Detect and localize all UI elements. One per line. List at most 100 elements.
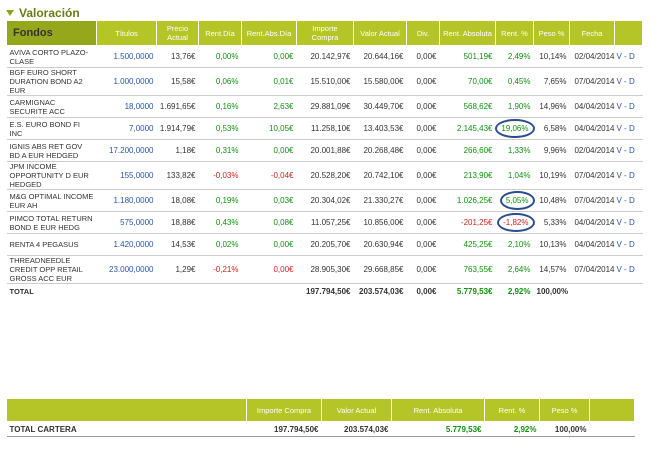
rent-pct: -1,82% <box>495 211 535 234</box>
rent-abs-dia: 10,05€ <box>241 117 297 140</box>
rent-pct: 1,33% <box>495 139 534 162</box>
header-fecha[interactable]: Fecha <box>569 20 615 46</box>
rent-absoluta: 266,60€ <box>439 139 496 162</box>
section-title-text: Valoración <box>19 6 80 20</box>
fund-name: PIMCO TOTAL RETURN BOND E EUR HEDG <box>6 211 97 234</box>
titulos-link[interactable]: 18,0000 <box>96 95 157 118</box>
importe-compra: 15.510,00€ <box>296 67 354 96</box>
valor-actual: 20.268,48€ <box>353 139 407 162</box>
vd-action-link[interactable]: V - D <box>614 189 643 212</box>
titulos-link[interactable]: 23.000,0000 <box>96 255 157 284</box>
titulos-link[interactable]: 1.500,0000 <box>96 45 157 68</box>
total-label: TOTAL <box>9 286 34 296</box>
rent-abs-dia: 0,00€ <box>241 45 297 68</box>
rent-dia: -0,21% <box>198 255 242 284</box>
dividendos: 0,00€ <box>406 255 440 284</box>
valor-actual: 13.403,53€ <box>353 117 407 140</box>
vd-action-link[interactable]: V - D <box>614 161 643 190</box>
summary-header-importe: Importe Compra <box>246 398 322 422</box>
rent-dia: -0,03% <box>198 161 242 190</box>
peso-pct: 14,57% <box>533 255 570 284</box>
header-titulos[interactable]: Títulos <box>96 20 157 46</box>
titulos-link[interactable]: 1.420,0000 <box>96 233 157 256</box>
peso-pct: 10,14% <box>533 45 570 68</box>
rent-dia: 0,31% <box>198 139 242 162</box>
rent-dia: 0,19% <box>198 189 242 212</box>
fecha: 07/04/2014 <box>569 67 615 96</box>
titulos-link[interactable]: 155,0000 <box>96 161 157 190</box>
vd-action-link[interactable]: V - D <box>614 255 643 284</box>
rent-absoluta: -201,25€ <box>439 211 496 234</box>
precio-actual: 18,08€ <box>156 189 199 212</box>
titulos-link[interactable]: 7,0000 <box>96 117 157 140</box>
header-precio[interactable]: Precio Actual <box>156 20 199 46</box>
titulos-link[interactable]: 1.180,0000 <box>96 189 157 212</box>
precio-actual: 133,82€ <box>156 161 199 190</box>
section-title: Valoración <box>6 6 80 20</box>
peso-pct: 10,48% <box>533 189 570 212</box>
header-importe[interactable]: Importe Compra <box>296 20 354 46</box>
fund-name: IGNIS ABS RET GOV BD A EUR HEDGED <box>6 139 97 162</box>
total-row: TOTAL 197.794,50€ 203.574,03€ 0,00€ 5.77… <box>7 284 643 299</box>
rent-pct: 2,10% <box>495 233 534 256</box>
vd-action-link[interactable]: V - D <box>614 233 643 256</box>
header-peso[interactable]: Peso % <box>533 20 570 46</box>
section-arrow-icon[interactable] <box>6 10 14 16</box>
titulos-link[interactable]: 17.200,0000 <box>96 139 157 162</box>
vd-action-link[interactable]: V - D <box>614 67 643 96</box>
header-valor[interactable]: Valor Actual <box>353 20 407 46</box>
valor-actual: 10.856,00€ <box>353 211 407 234</box>
vd-action-link[interactable]: V - D <box>614 45 643 68</box>
dividendos: 0,00€ <box>406 67 440 96</box>
peso-pct: 14,96% <box>533 95 570 118</box>
fund-name: JPM INCOME OPPORTUNITY D EUR HEDGED <box>6 161 97 190</box>
summary-peso: 100,00% <box>539 421 590 437</box>
header-rent-dia[interactable]: Rent.Día <box>198 20 242 46</box>
fecha: 04/04/2014 <box>569 233 615 256</box>
fund-name: CARMIGNAC SECURITE ACC <box>6 95 97 118</box>
rent-absoluta: 1.026,25€ <box>439 189 496 212</box>
summary-label: TOTAL CARTERA <box>6 421 247 437</box>
importe-compra: 29.881,09€ <box>296 95 354 118</box>
rent-abs-dia: 0,01€ <box>241 67 297 96</box>
table-row: CARMIGNAC SECURITE ACC 18,0000 1.691,65€ 0,… <box>6 95 643 118</box>
summary-header-peso: Peso % <box>539 398 590 422</box>
header-div[interactable]: Div. <box>406 20 440 46</box>
rent-pct: 1,04% <box>495 161 534 190</box>
peso-pct: 5,33% <box>533 211 570 234</box>
header-rent-pct[interactable]: Rent. % <box>495 20 534 46</box>
precio-actual: 1.914,79€ <box>156 117 199 140</box>
fund-name: AVIVA CORTO PLAZO-CLASE <box>6 45 97 68</box>
summary-header-row: Importe Compra Valor Actual Rent. Absolu… <box>6 398 635 422</box>
dividendos: 0,00€ <box>406 139 440 162</box>
fecha: 04/04/2014 <box>569 117 615 140</box>
dividendos: 0,00€ <box>406 95 440 118</box>
table-header-row: Fondos Títulos Precio Actual Rent.Día Re… <box>6 20 643 46</box>
rent-pct: 5,05% <box>495 189 535 212</box>
importe-compra: 20.142,97€ <box>296 45 354 68</box>
fecha: 04/04/2014 <box>569 211 615 234</box>
rent-absoluta: 213,90€ <box>439 161 496 190</box>
fecha: 07/04/2014 <box>569 189 615 212</box>
summary-table: Importe Compra Valor Actual Rent. Absolu… <box>6 398 635 437</box>
precio-actual: 1.691,65€ <box>156 95 199 118</box>
total-div: 0,00€ <box>416 286 437 296</box>
titulos-link[interactable]: 1.000,0000 <box>96 67 157 96</box>
rent-absoluta: 763,55€ <box>439 255 496 284</box>
vd-action-link[interactable]: V - D <box>614 117 643 140</box>
rent-dia: 0,53% <box>198 117 242 140</box>
rent-dia: 0,02% <box>198 233 242 256</box>
header-rent-abs[interactable]: Rent. Absoluta <box>439 20 496 46</box>
valor-actual: 20.644,16€ <box>353 45 407 68</box>
summary-valor: 203.574,03€ <box>321 421 392 437</box>
vd-action-link[interactable]: V - D <box>614 139 643 162</box>
vd-action-link[interactable]: V - D <box>614 95 643 118</box>
table-row: BGF EURO SHORT DURATION BOND A2 EUR 1.000… <box>6 67 643 96</box>
rent-absoluta: 501,19€ <box>439 45 496 68</box>
summary-header-rent-pct: Rent. % <box>484 398 540 422</box>
header-rent-abs-dia[interactable]: Rent.Abs.Día <box>241 20 297 46</box>
vd-action-link[interactable]: V - D <box>614 211 643 234</box>
valor-actual: 15.580,00€ <box>353 67 407 96</box>
importe-compra: 20.528,20€ <box>296 161 354 190</box>
titulos-link[interactable]: 575,0000 <box>96 211 157 234</box>
